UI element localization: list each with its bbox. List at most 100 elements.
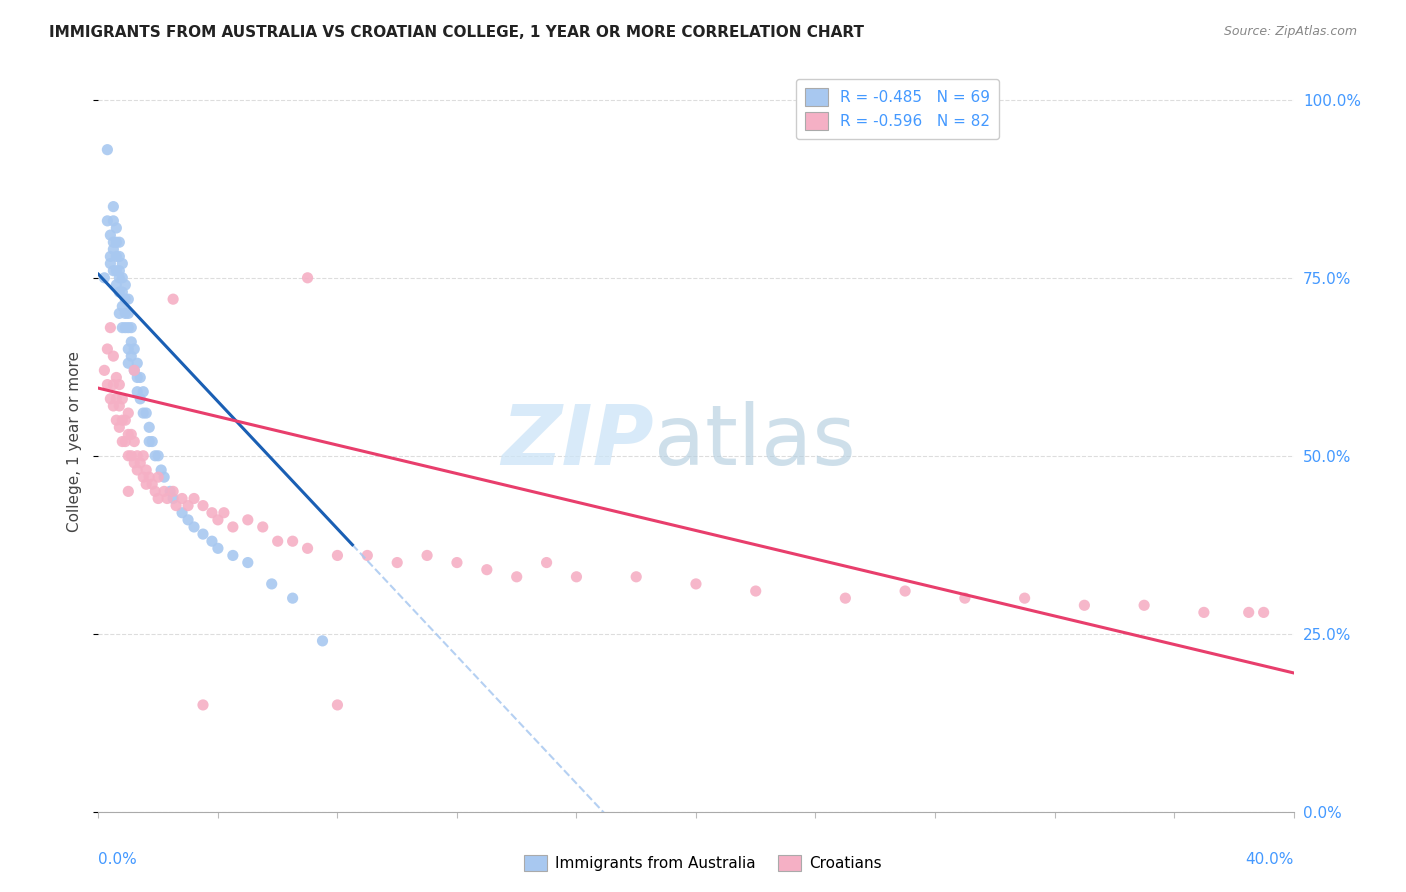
Point [201, 534, 224, 549]
Point [96, 143, 118, 157]
Point [191, 499, 214, 513]
Text: Source: ZipAtlas.com: Source: ZipAtlas.com [1223, 25, 1357, 38]
Point [114, 320, 136, 334]
Point [148, 491, 170, 506]
Point [129, 392, 152, 406]
Point [96, 377, 118, 392]
Point [236, 513, 259, 527]
Point [108, 420, 131, 434]
Point [162, 491, 184, 506]
Point [267, 534, 290, 549]
Point [120, 349, 142, 363]
Point [117, 449, 139, 463]
Point [127, 463, 149, 477]
Point [138, 434, 160, 449]
Legend: Immigrants from Australia, Croatians: Immigrants from Australia, Croatians [519, 849, 887, 877]
Point [96, 342, 118, 356]
Point [111, 434, 134, 449]
Point [108, 306, 131, 320]
Point [153, 484, 176, 499]
Y-axis label: College, 1 year or more: College, 1 year or more [67, 351, 83, 532]
Point [177, 499, 200, 513]
Point [124, 456, 146, 470]
Point [172, 506, 194, 520]
Point [138, 470, 160, 484]
Point [236, 556, 259, 570]
Point [111, 299, 134, 313]
Point [326, 549, 349, 563]
Text: atlas: atlas [654, 401, 856, 482]
Point [201, 506, 224, 520]
Point [105, 277, 128, 292]
Point [191, 698, 214, 712]
Point [98, 256, 122, 270]
Text: 0.0%: 0.0% [98, 853, 138, 867]
Point [297, 541, 319, 556]
Point [356, 549, 378, 563]
Point [98, 250, 122, 264]
Point [103, 263, 125, 277]
Point [165, 499, 187, 513]
Point [260, 577, 283, 591]
Point [475, 563, 498, 577]
Point [162, 484, 184, 499]
Point [93, 270, 115, 285]
Point [114, 434, 136, 449]
Point [105, 263, 128, 277]
Point [172, 491, 194, 506]
Point [117, 320, 139, 334]
Point [120, 449, 142, 463]
Point [132, 406, 155, 420]
Point [150, 463, 173, 477]
Text: 40.0%: 40.0% [1246, 853, 1294, 867]
Point [108, 263, 131, 277]
Point [141, 477, 163, 491]
Point [117, 356, 139, 370]
Point [446, 556, 468, 570]
Point [124, 434, 146, 449]
Point [132, 384, 155, 399]
Point [385, 556, 409, 570]
Point [96, 214, 118, 228]
Point [127, 384, 149, 399]
Point [124, 363, 146, 377]
Point [108, 235, 131, 250]
Point [120, 427, 142, 442]
Point [105, 250, 128, 264]
Point [111, 270, 134, 285]
Point [1133, 599, 1156, 613]
Text: IMMIGRANTS FROM AUSTRALIA VS CROATIAN COLLEGE, 1 YEAR OR MORE CORRELATION CHART: IMMIGRANTS FROM AUSTRALIA VS CROATIAN CO… [49, 25, 865, 40]
Point [114, 277, 136, 292]
Point [98, 392, 122, 406]
Point [117, 484, 139, 499]
Point [1253, 606, 1275, 620]
Point [685, 577, 707, 591]
Point [212, 506, 235, 520]
Legend: R = -0.485   N = 69, R = -0.596   N = 82: R = -0.485 N = 69, R = -0.596 N = 82 [796, 79, 1000, 139]
Point [129, 456, 152, 470]
Point [834, 591, 856, 606]
Point [148, 470, 170, 484]
Point [177, 513, 200, 527]
Point [183, 491, 205, 506]
Point [207, 541, 229, 556]
Point [114, 306, 136, 320]
Point [536, 556, 558, 570]
Point [311, 633, 333, 648]
Point [103, 235, 125, 250]
Point [105, 370, 128, 384]
Point [120, 320, 142, 334]
Point [117, 342, 139, 356]
Point [1073, 599, 1095, 613]
Point [103, 200, 125, 214]
Point [953, 591, 976, 606]
Point [108, 377, 131, 392]
Point [103, 349, 125, 363]
Point [103, 399, 125, 413]
Point [148, 449, 170, 463]
Point [135, 463, 157, 477]
Point [141, 434, 163, 449]
Point [124, 363, 146, 377]
Point [745, 584, 768, 599]
Point [894, 584, 917, 599]
